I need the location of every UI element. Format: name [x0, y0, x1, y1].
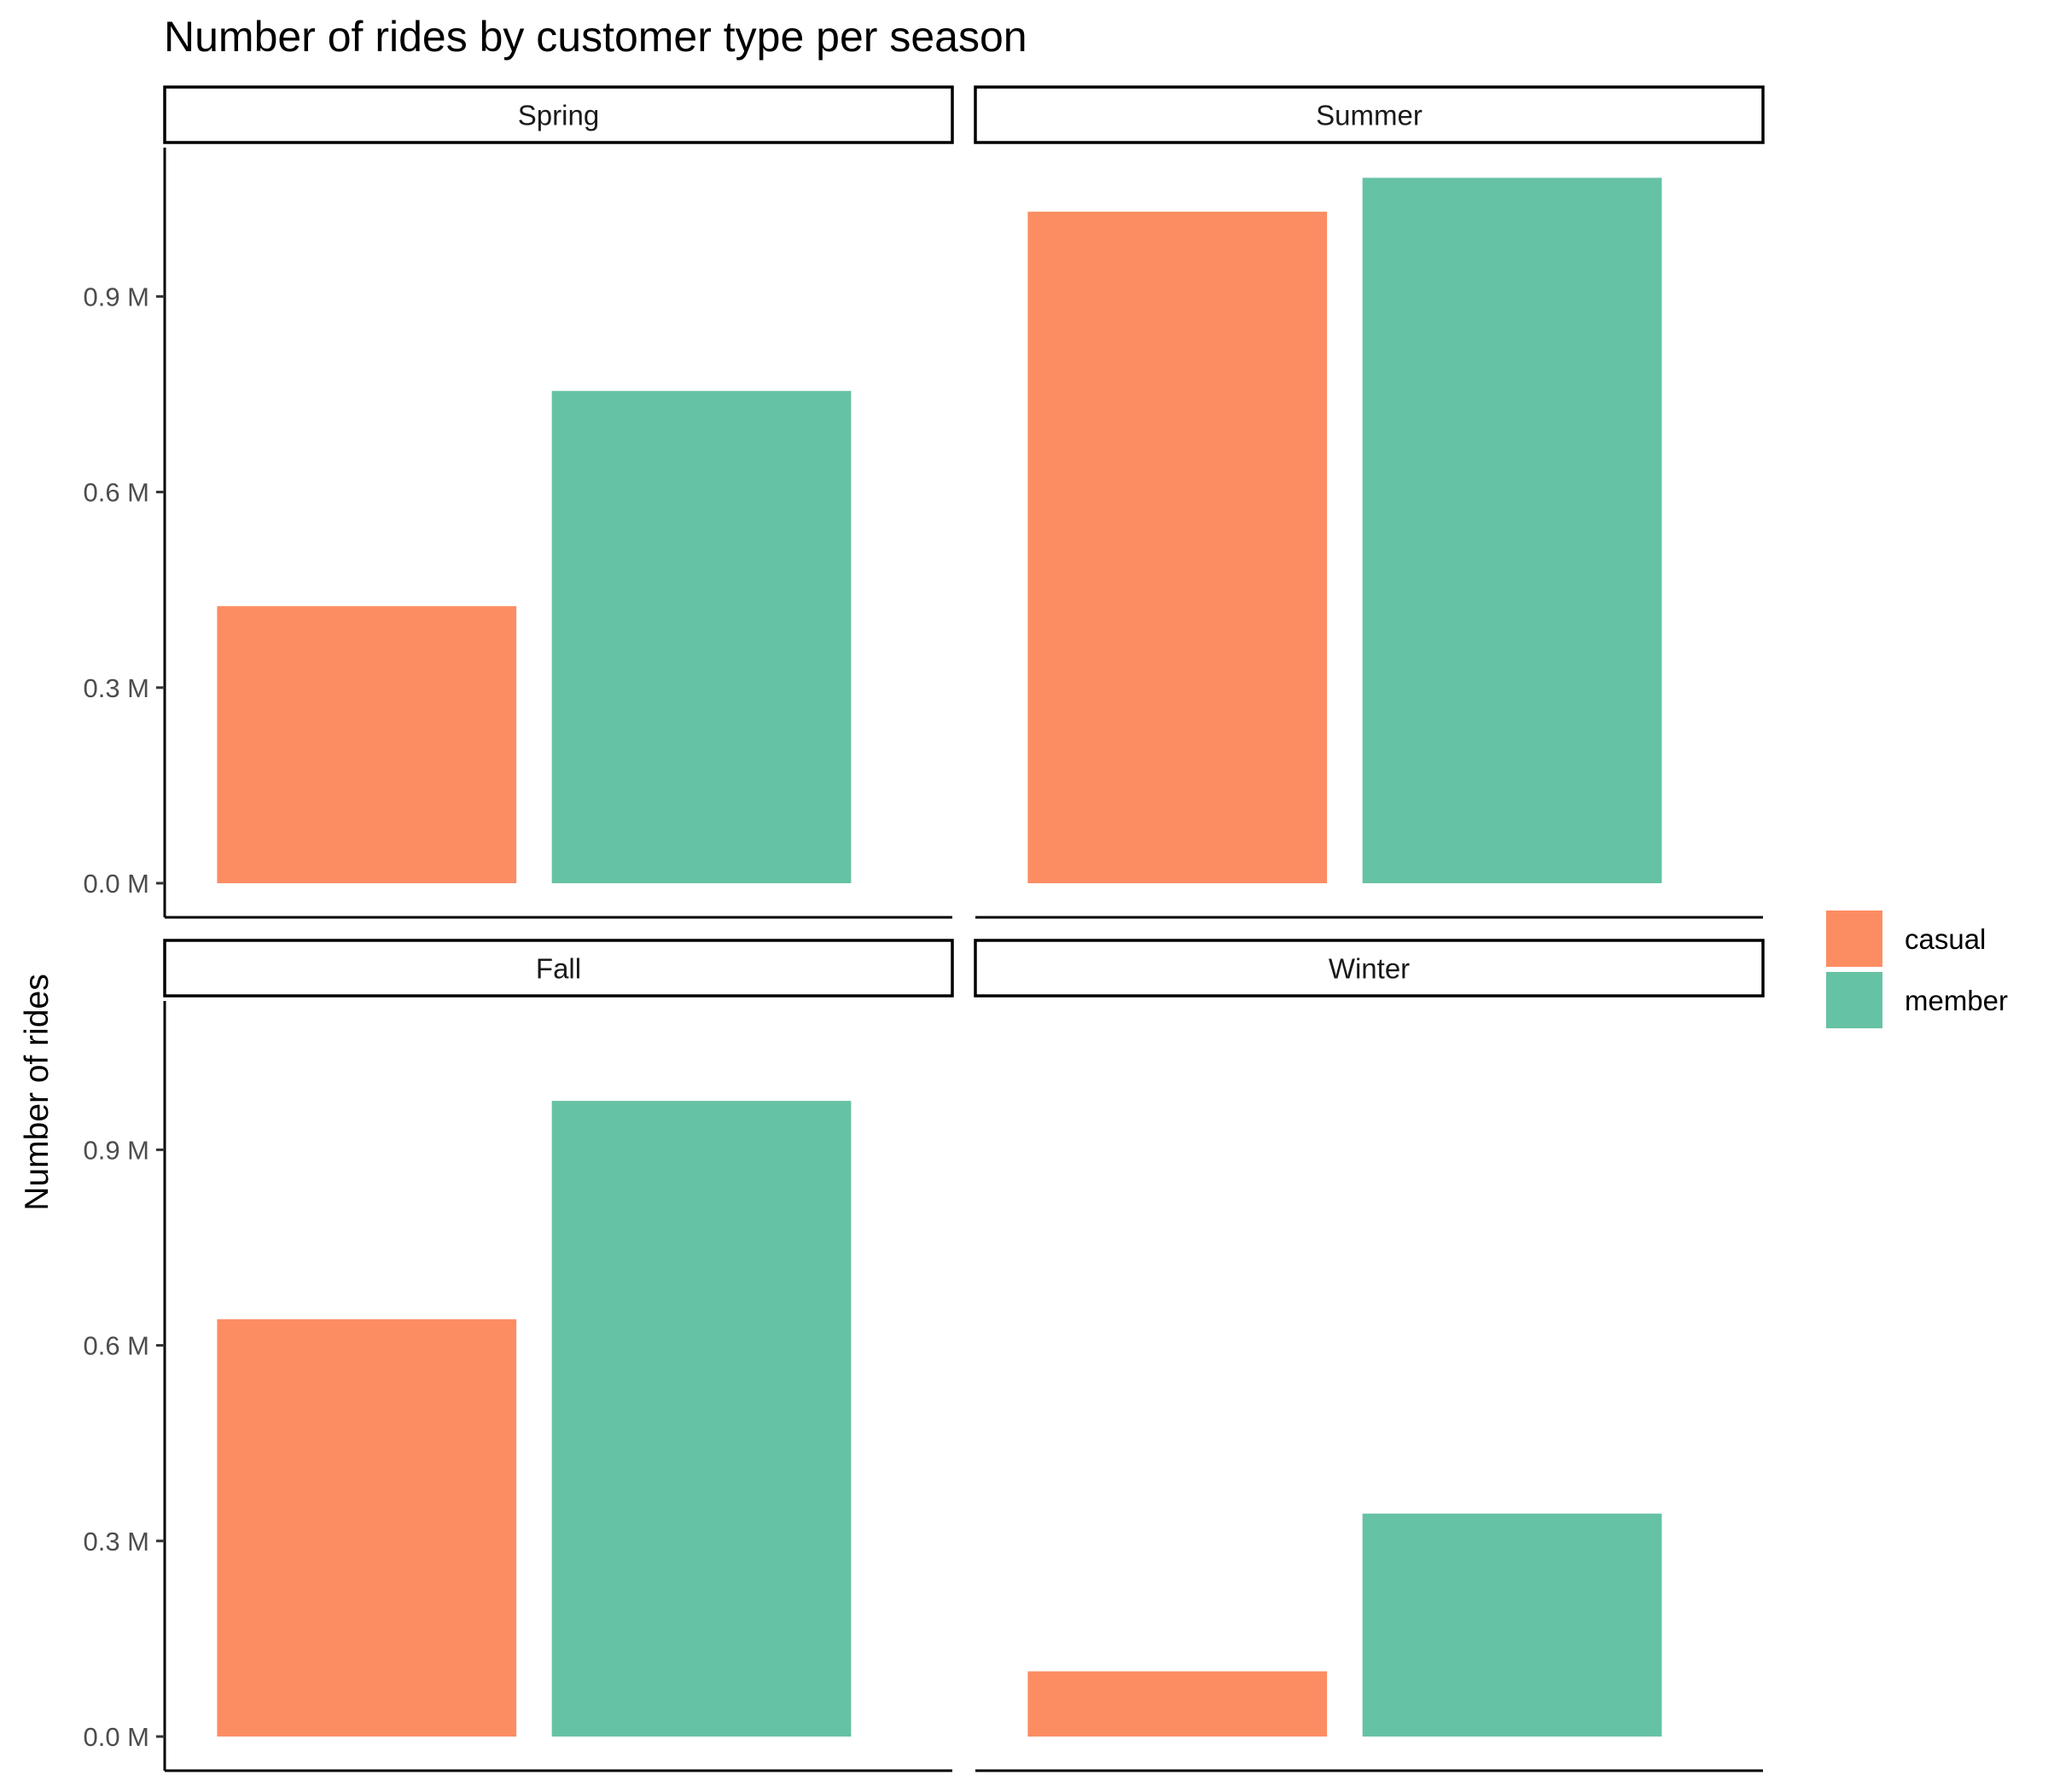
y-tick-label: 0.9 M — [83, 282, 149, 311]
bar-winter-member — [1362, 1513, 1662, 1737]
facet-strip-label: Spring — [518, 100, 599, 131]
legend-swatch-member — [1826, 972, 1882, 1028]
legend-swatch-casual — [1826, 911, 1882, 967]
y-tick-label: 0.0 M — [83, 1722, 149, 1752]
y-tick-label: 0.0 M — [83, 869, 149, 899]
facet-strip-label: Fall — [536, 953, 581, 985]
bar-summer-member — [1362, 177, 1662, 884]
y-axis-label: Number of rides — [19, 974, 55, 1210]
y-tick-label: 0.6 M — [83, 1331, 149, 1361]
facet-panel-fall: Fall 0.0 M 0.3 M 0.6 M 0.9 M — [83, 939, 954, 1772]
facet-strip — [974, 939, 1765, 998]
y-tick-label: 0.3 M — [83, 673, 149, 703]
y-tick-label: 0.9 M — [83, 1135, 149, 1165]
y-tick-label: 0.6 M — [83, 478, 149, 508]
facet-strip — [163, 939, 954, 998]
facet-panel-summer: Summer — [974, 85, 1765, 919]
facet-panel-spring: Spring 0.0 M 0.3 M 0.6 M 0.9 M — [83, 85, 954, 919]
facet-strip-label: Winter — [1329, 953, 1410, 985]
facet-strip — [974, 85, 1765, 144]
facet-panels: Spring 0.0 M 0.3 M 0.6 M 0.9 M Summer Fall 0.0 … — [83, 85, 1765, 1772]
facet-panel-winter: Winter — [974, 939, 1765, 1772]
y-tick-label: 0.3 M — [83, 1527, 149, 1556]
legend: casual member — [1826, 911, 2008, 1028]
chart-title: Number of rides by customer type per sea… — [164, 13, 1027, 61]
bar-spring-casual — [217, 606, 517, 883]
facet-strip — [163, 85, 954, 144]
legend-label-casual: casual — [1905, 923, 1986, 955]
bar-summer-casual — [1027, 212, 1328, 883]
bar-fall-casual — [217, 1319, 517, 1737]
bar-fall-member — [551, 1101, 852, 1737]
facet-strip-label: Summer — [1316, 100, 1423, 131]
bar-spring-member — [551, 391, 852, 883]
legend-label-member: member — [1905, 985, 2008, 1016]
bar-winter-casual — [1027, 1671, 1328, 1737]
